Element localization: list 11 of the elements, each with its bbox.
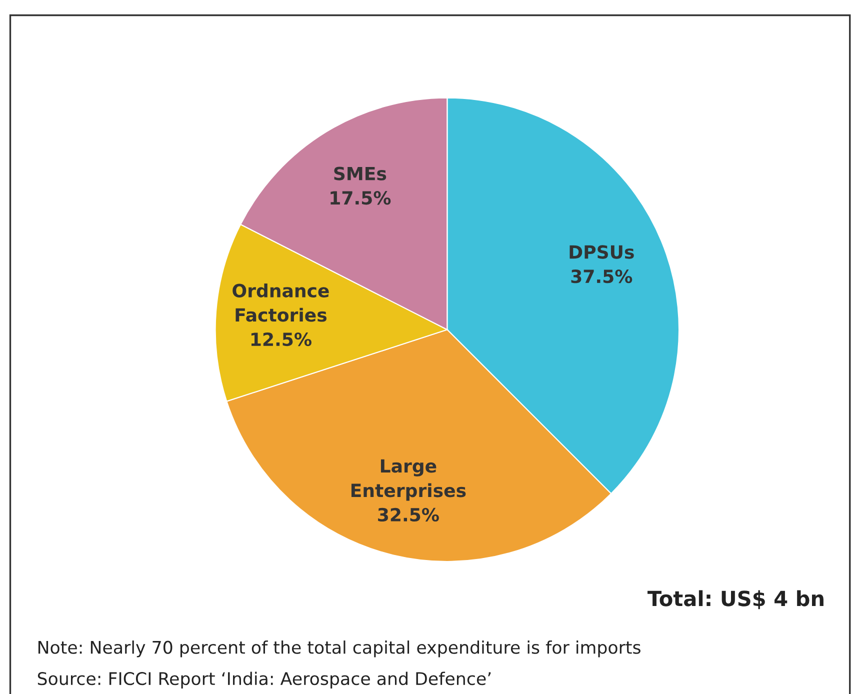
slice-label: Ordnance Factories xyxy=(232,283,329,322)
data-label: 12.5% xyxy=(251,332,312,346)
text: Total: US$ 4 bn xyxy=(648,590,824,610)
slice-label: DPSUs xyxy=(570,245,634,259)
source-note: Source: FICCI Report ‘India: Aerospace and Defence’ xyxy=(38,672,491,689)
data-label: 32.5% xyxy=(378,508,439,522)
data-label: 17.5% xyxy=(330,191,391,205)
data-label: 37.5% xyxy=(571,270,632,284)
slice-label: Large Enterprises xyxy=(351,459,466,501)
text: Note: Nearly 70 percent of the total capital expenditure is for imports xyxy=(38,640,640,658)
slice-label: SMEs xyxy=(334,166,386,180)
